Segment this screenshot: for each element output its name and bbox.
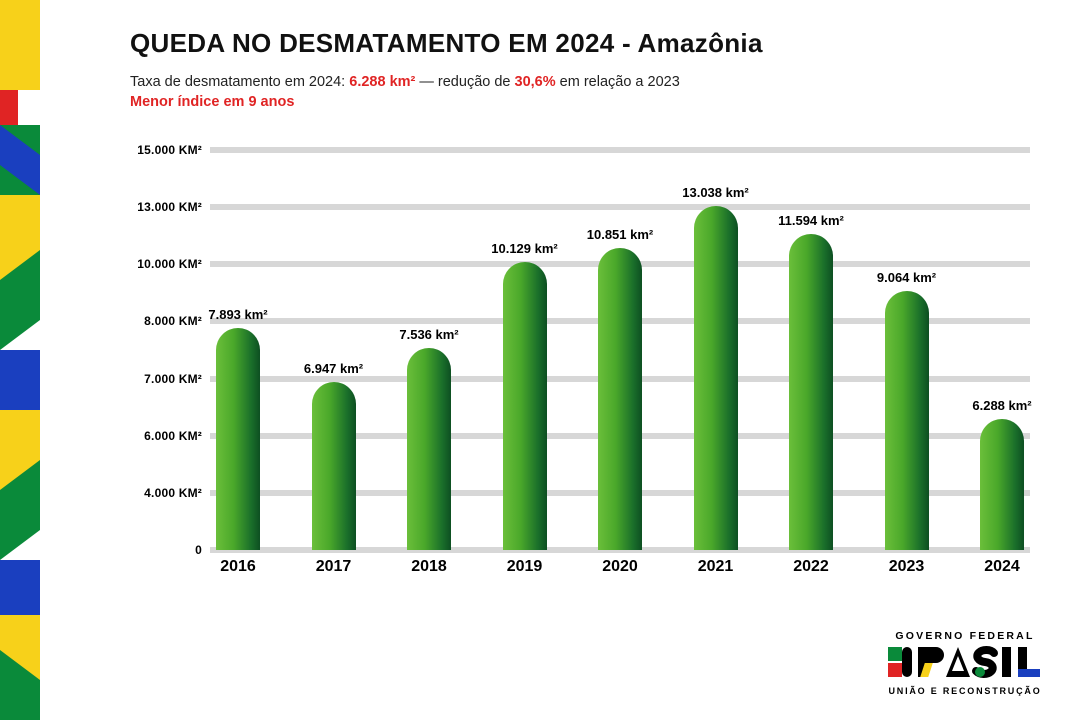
x-axis-tick-label: 2023 [889, 558, 925, 576]
chart-title: QUEDA NO DESMATAMENTO EM 2024 - Amazônia [130, 28, 1040, 59]
chart-bar-value-label: 7.893 km² [208, 307, 267, 322]
logo-line2: UNIÃO E RECONSTRUÇÃO [880, 686, 1050, 696]
x-axis-tick-label: 2018 [411, 558, 447, 576]
chart-bar: 7.893 km² [216, 328, 260, 550]
y-axis-tick-label: 15.000 KM² [110, 143, 202, 157]
y-axis-tick-label: 13.000 KM² [110, 200, 202, 214]
subtitle-mid: — redução de [415, 74, 514, 90]
y-axis-tick-label: 6.000 KM² [110, 429, 202, 443]
logo-line1: GOVERNO FEDERAL [880, 630, 1050, 642]
chart-bar-fill [980, 419, 1024, 550]
subtitle-line2: Menor índice em 9 anos [130, 94, 294, 110]
chart-bar: 6.288 km² [980, 419, 1024, 550]
chart-bar-fill [503, 262, 547, 550]
chart-bar-fill [312, 382, 356, 550]
x-axis-tick-label: 2020 [602, 558, 638, 576]
y-axis-tick-label: 4.000 KM² [110, 486, 202, 500]
chart-bar-value-label: 6.288 km² [972, 398, 1031, 413]
chart-bar-value-label: 10.129 km² [491, 241, 558, 256]
chart-bar: 9.064 km² [885, 291, 929, 550]
x-axis-tick-label: 2019 [507, 558, 543, 576]
chart-bar-value-label: 7.536 km² [399, 327, 458, 342]
chart-bar-value-label: 13.038 km² [682, 185, 749, 200]
chart-bar-fill [694, 206, 738, 550]
brasil-wordmark [880, 645, 1050, 679]
chart-bar-fill [885, 291, 929, 550]
y-axis-tick-label: 10.000 KM² [110, 257, 202, 271]
chart-bar-value-label: 11.594 km² [778, 213, 844, 228]
chart-x-axis-labels: 2016 2017 2018 2019 2020 2021 2022 2023 2024 [210, 558, 1030, 586]
chart-bar-fill [407, 348, 451, 550]
chart-bar: 10.851 km² [598, 248, 642, 550]
chart-bar-fill [598, 248, 642, 550]
chart-bars: 7.893 km² 6.947 km² 7.536 km² 10.129 km² 10.… [210, 150, 1030, 550]
chart-bar-value-label: 6.947 km² [304, 361, 363, 376]
chart-bar-fill [216, 328, 260, 550]
chart-subtitle: Taxa de desmatamento em 2024: 6.288 km² … [130, 73, 1040, 112]
subtitle-value-pct: 30,6% [515, 74, 556, 90]
x-axis-tick-label: 2022 [793, 558, 829, 576]
y-axis-tick-label: 0 [110, 543, 202, 557]
x-axis-tick-label: 2017 [316, 558, 352, 576]
governo-federal-logo: GOVERNO FEDERAL UNIÃO E [880, 630, 1050, 696]
x-axis-tick-label: 2016 [220, 558, 256, 576]
subtitle-suffix: em relação a 2023 [556, 74, 680, 90]
y-axis-tick-label: 8.000 KM² [110, 314, 202, 328]
chart-bar: 6.947 km² [312, 382, 356, 550]
chart-bar-value-label: 9.064 km² [877, 270, 936, 285]
chart-bar-fill [789, 234, 833, 550]
left-decorative-stripe [0, 0, 40, 720]
subtitle-value-area: 6.288 km² [349, 74, 415, 90]
chart-bar-value-label: 10.851 km² [587, 227, 654, 242]
subtitle-prefix: Taxa de desmatamento em 2024: [130, 74, 349, 90]
bar-chart: 7.893 km² 6.947 km² 7.536 km² 10.129 km² 10.… [110, 140, 1040, 580]
x-axis-tick-label: 2021 [698, 558, 734, 576]
x-axis-tick-label: 2024 [984, 558, 1020, 576]
chart-bar: 13.038 km² [694, 206, 738, 550]
chart-bar: 10.129 km² [503, 262, 547, 550]
chart-bar: 11.594 km² [789, 234, 833, 550]
y-axis-tick-label: 7.000 KM² [110, 372, 202, 386]
chart-bar: 7.536 km² [407, 348, 451, 550]
